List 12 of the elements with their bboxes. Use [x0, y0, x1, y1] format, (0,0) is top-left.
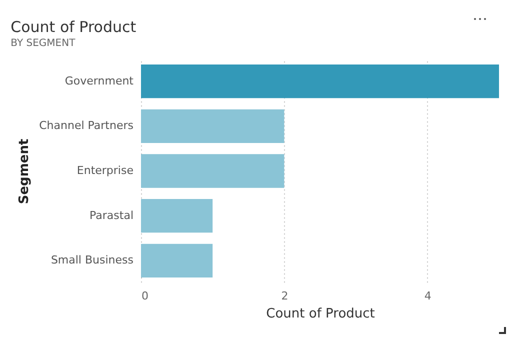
y-tick-label: Channel Partners	[39, 119, 134, 132]
y-tick-label: Parastal	[90, 208, 134, 222]
x-tick-label: 0	[142, 290, 148, 302]
chart-title: Count of Product	[10, 18, 136, 36]
x-tick-label: 4	[424, 290, 432, 302]
text: BY SEGMENT	[10, 38, 76, 49]
y-tick-label: Government	[64, 74, 134, 88]
y-tick-label: Small Business	[50, 254, 134, 267]
y-tick-label: Enterprise	[76, 164, 134, 177]
y-axis-title: Segment	[17, 138, 32, 204]
x-axis-title: Count of Product	[266, 306, 375, 322]
x-tick-label: 2	[281, 290, 288, 302]
